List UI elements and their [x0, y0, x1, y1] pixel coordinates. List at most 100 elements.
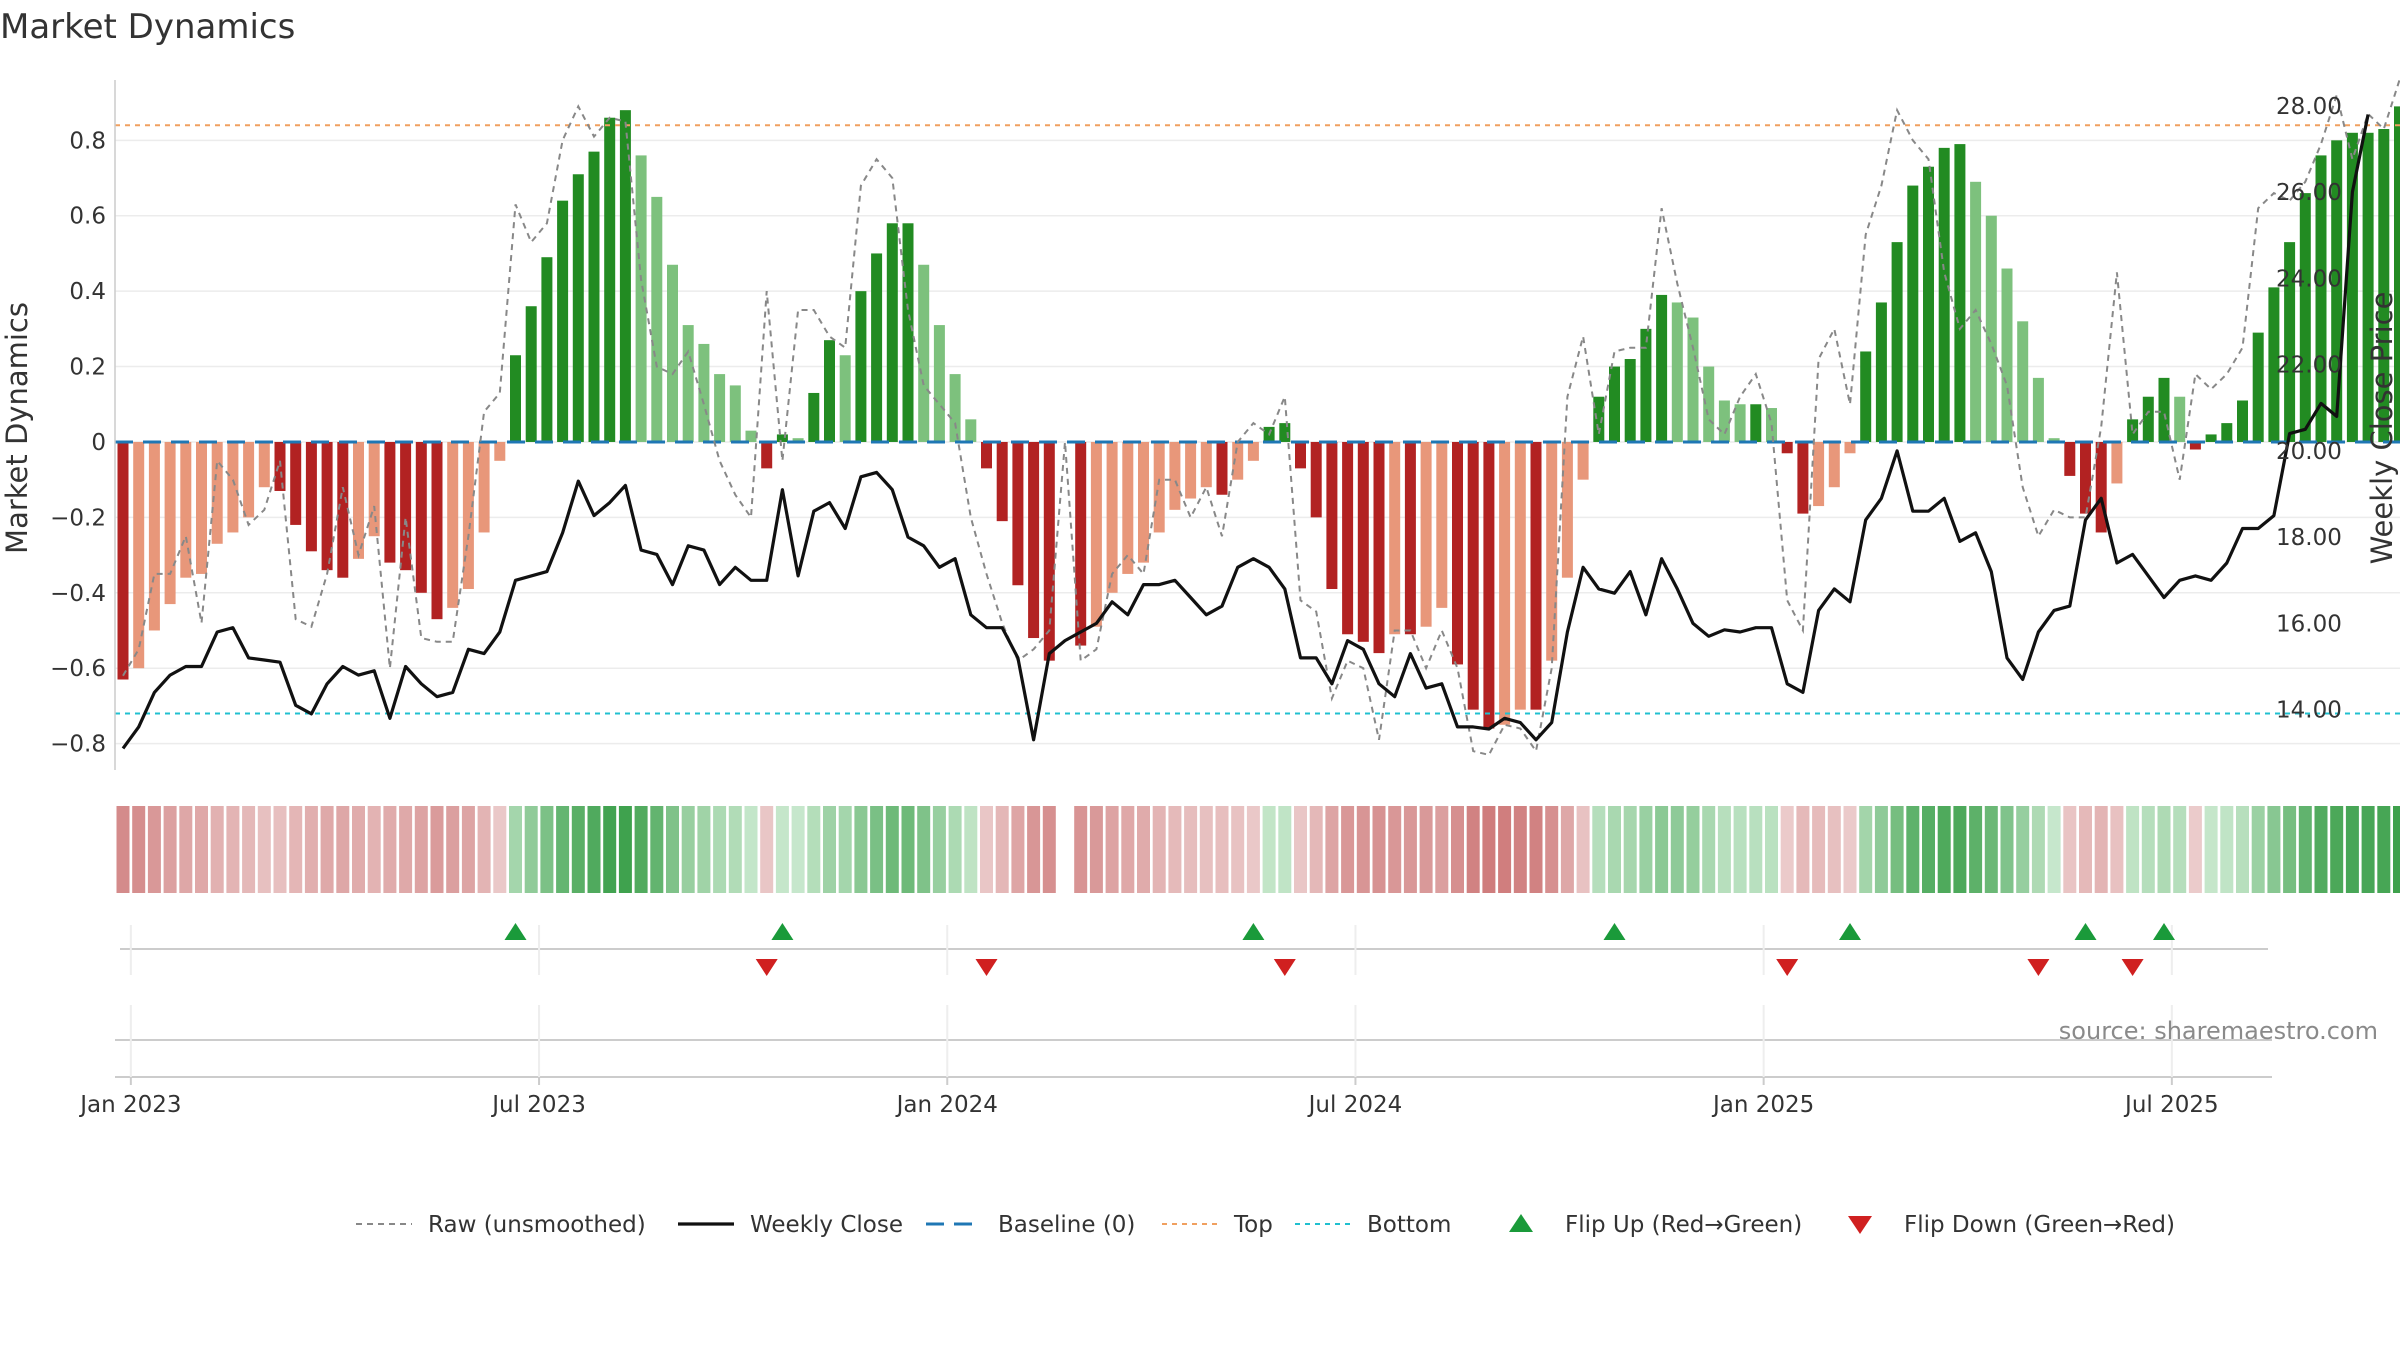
regime-cell: [1168, 806, 1182, 893]
regime-cell: [838, 806, 852, 893]
dynamics-bar: [1593, 396, 1605, 442]
dynamics-bar: [1310, 441, 1322, 518]
dynamics-bar: [510, 355, 521, 442]
dynamics-bar: [2284, 242, 2296, 442]
left-axis-label: Market Dynamics: [0, 302, 34, 554]
dynamics-bar: [1499, 441, 1511, 725]
flip-down-marker: [1776, 959, 1799, 976]
dynamics-bar: [353, 441, 364, 559]
dynamics-bar: [1671, 302, 1683, 442]
dynamics-bar: [1467, 441, 1479, 710]
dynamics-bar: [400, 441, 412, 571]
left-tick-label: 0.2: [69, 355, 106, 381]
regime-cell: [2330, 806, 2344, 893]
regime-cell: [540, 806, 554, 893]
dynamics-bar: [337, 441, 349, 578]
dynamics-bar: [1703, 366, 1715, 442]
flip-down-marker: [975, 959, 998, 976]
dynamics-bar: [180, 441, 192, 578]
regime-cell: [1529, 806, 1543, 893]
dynamics-bar: [1012, 441, 1024, 586]
dynamics-bar: [981, 441, 992, 469]
regime-cell: [1969, 806, 1983, 893]
regime-cell: [1608, 806, 1621, 893]
dynamics-bar: [1216, 441, 1228, 495]
regime-cell: [744, 806, 758, 893]
dynamics-bar: [1530, 441, 1542, 710]
right-tick-label: 26.00: [2276, 180, 2342, 206]
dynamics-bar: [1766, 408, 1777, 442]
x-tick-label: Jan 2024: [895, 1092, 998, 1118]
flip-up-marker: [1603, 923, 1626, 940]
legend-label: Baseline (0): [998, 1212, 1135, 1238]
regime-cell: [948, 806, 962, 893]
dynamics-bar: [1028, 441, 1040, 639]
regime-cell: [1906, 806, 1920, 893]
regime-cell: [1623, 806, 1637, 893]
dynamics-bar: [2252, 332, 2264, 442]
regime-cell: [760, 806, 774, 893]
regime-cell: [2393, 806, 2400, 893]
regime-cell: [1152, 806, 1166, 893]
x-tick-label: Jul 2024: [1307, 1092, 1403, 1118]
regime-cell: [2031, 806, 2045, 893]
regime-cell: [304, 806, 318, 893]
dynamics-bar: [761, 441, 773, 469]
regime-cell: [1576, 806, 1590, 893]
regime-cell: [1686, 806, 1700, 893]
dynamics-bar: [996, 441, 1008, 522]
dynamics-bar: [557, 200, 569, 442]
regime-cell: [1874, 806, 1888, 893]
dynamics-bar: [462, 441, 474, 590]
regime-cell: [1074, 806, 1088, 893]
regime-cell: [1639, 806, 1653, 893]
dynamics-bar: [1656, 294, 1668, 442]
regime-cell: [1294, 806, 1307, 893]
regime-cell: [414, 806, 428, 893]
regime-cell: [1027, 806, 1041, 893]
dynamics-bar: [2048, 438, 2060, 442]
dynamics-bar: [824, 340, 835, 442]
dynamics-bar: [1734, 404, 1746, 442]
regime-cell: [1042, 806, 1056, 893]
regime-cell: [2314, 806, 2328, 893]
dynamics-bar: [1200, 441, 1212, 488]
regime-cell: [524, 806, 538, 893]
right-tick-label: 18.00: [2276, 525, 2342, 551]
regime-cell: [116, 806, 130, 893]
regime-cell: [1435, 806, 1449, 893]
dynamics-bar: [1279, 423, 1291, 442]
right-tick-label: 20.00: [2276, 439, 2342, 465]
regime-cell: [1121, 806, 1135, 893]
dynamics-bar: [541, 257, 553, 442]
regime-cell: [1717, 806, 1731, 893]
regime-cell: [2063, 806, 2077, 893]
regime-cell: [2377, 806, 2391, 893]
regime-cell: [1513, 806, 1527, 893]
dynamics-bar: [368, 441, 380, 537]
dynamics-bar: [2221, 423, 2233, 442]
regime-cell: [1137, 806, 1150, 893]
left-tick-label: −0.2: [50, 505, 106, 531]
regime-cell: [336, 806, 350, 893]
regime-cell: [980, 806, 993, 893]
dynamics-bar: [714, 374, 726, 442]
legend-item: Top: [1162, 1212, 1273, 1238]
regime-cell: [618, 806, 632, 893]
regime-cell: [493, 806, 507, 893]
right-tick-label: 16.00: [2276, 611, 2342, 637]
dynamics-bar: [572, 174, 584, 442]
regime-cell: [273, 806, 287, 893]
regime-cell: [901, 806, 915, 893]
dynamics-bar: [1875, 302, 1887, 442]
dynamics-bar: [478, 441, 490, 533]
regime-cell: [210, 806, 224, 893]
regime-cell: [1922, 806, 1935, 893]
regime-cell: [430, 806, 444, 893]
regime-cell: [383, 806, 397, 893]
regime-cell: [2251, 806, 2265, 893]
dynamics-bar: [1185, 441, 1197, 499]
regime-cell: [681, 806, 695, 893]
dynamics-bar: [1106, 441, 1118, 593]
